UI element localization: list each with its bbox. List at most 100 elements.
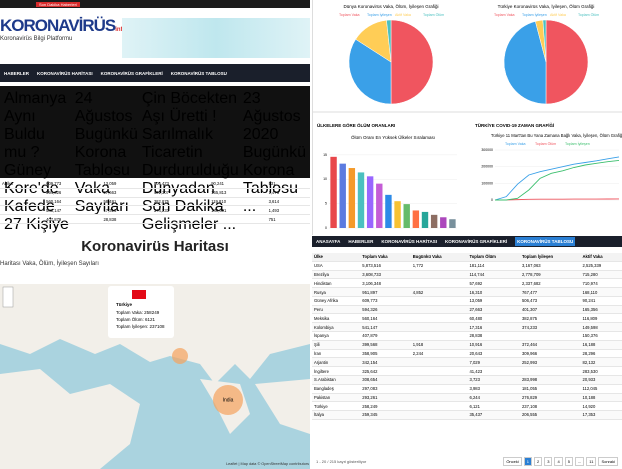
table-cell: İtalya <box>312 410 361 420</box>
legend-item: Aktif Vaka <box>395 13 411 17</box>
table-cell: Brezilya <box>312 270 361 280</box>
mini-table: Afrika 609,773 13,059 506,473 90,241 531 594,3… <box>0 180 310 224</box>
table-cell <box>410 401 468 412</box>
column-header[interactable]: Toplam Vaka <box>360 253 411 262</box>
pie-slice <box>386 19 392 63</box>
table-cell <box>410 331 468 341</box>
table-row: Afrika 609,773 13,059 506,473 90,241 531 <box>0 180 310 189</box>
case-marker[interactable] <box>213 385 243 415</box>
ad-banner[interactable] <box>122 18 310 58</box>
table-cell: 715,280 <box>580 270 622 280</box>
popup <box>108 286 174 338</box>
land <box>255 379 310 434</box>
table-cell: 297,083 <box>360 384 411 394</box>
table-cell: 14,920 <box>580 401 622 412</box>
page-button[interactable]: 1 <box>523 457 532 466</box>
chart-title: Dünya Koronavirüs Vaka, Ölüm, İyileşen G… <box>344 3 439 9</box>
nav-item[interactable]: KORONAVİRÜS GRAFİKLERİ <box>100 70 163 76</box>
table-cell: 150,376 <box>580 331 622 341</box>
table-row: 407,879 28,838 751 <box>0 214 310 224</box>
table-cell: 531 <box>266 180 310 189</box>
page-button[interactable]: 3 <box>544 457 553 466</box>
page-button[interactable]: Önceki <box>503 457 522 466</box>
table-cell: 20,933 <box>580 375 622 385</box>
nav-item[interactable]: KORONAVİRÜS HARİTASI <box>381 239 437 244</box>
table-cell <box>410 322 468 333</box>
table-cell: 57,692 <box>467 278 520 289</box>
news-card[interactable]: Çin Böcekten Aşı Üretti ! Sarılmalık Tic… <box>142 90 239 233</box>
bar <box>440 217 447 228</box>
table-cell <box>410 357 468 368</box>
table-row: S.Arabistan 308,654 3,723 283,998 20,933 <box>312 375 622 385</box>
table-row: Arjantin 342,154 7,029 252,993 82,132 <box>312 357 622 368</box>
charts: Dünya Koronavirüs Vaka, Ölüm, İyileşen G… <box>312 0 622 235</box>
table-cell <box>519 366 581 376</box>
breaking-news[interactable]: Son Dakika Haberleri <box>36 1 80 7</box>
table-cell: 358,905 <box>360 349 411 359</box>
bar <box>339 163 346 228</box>
nav-item[interactable]: KORONAVİRÜS GRAFİKLERİ <box>444 239 508 244</box>
column-header[interactable]: Bugünkü Vaka <box>410 253 468 262</box>
zoom-control[interactable] <box>2 286 14 308</box>
table-cell <box>0 205 45 216</box>
table-cell: Kolombiya <box>312 322 361 333</box>
case-marker[interactable] <box>172 348 188 364</box>
top-bar: Son Dakika Haberleri <box>0 0 310 8</box>
legend-item: Toplam Ölüm <box>423 13 444 17</box>
page-button[interactable]: 11 <box>586 457 597 466</box>
table-cell: 594,326 <box>360 305 411 315</box>
page-button[interactable]: 4 <box>554 457 563 466</box>
logo[interactable]: KORONAVİRÜSinfo.tr Koronavirüs Bilgi Pla… <box>0 16 132 42</box>
table-cell: İspanya <box>312 331 361 341</box>
news-card[interactable]: Almanya Aynı Buldu mu ? Güney Kore'de Ka… <box>4 90 71 235</box>
bar <box>366 176 374 228</box>
table-row: Türkiye 258,249 6,121 237,108 14,920 <box>312 401 622 412</box>
bar <box>357 172 365 228</box>
table-row: Rusya 951,897 4,852 16,310 767,477 168,110 <box>312 287 622 297</box>
table-cell: 20,643 <box>467 349 520 359</box>
table-cell: 28,838 <box>101 214 152 224</box>
column-header[interactable]: Ülke <box>312 253 361 262</box>
table-row: Güney Afrika 609,773 13,059 506,473 90,241 <box>312 296 622 306</box>
nav-item[interactable]: KORONAVİRÜS TABLOSU <box>170 70 227 76</box>
table-cell: 3,614 <box>266 197 310 207</box>
table-cell: 506,473 <box>519 296 581 306</box>
table-cell <box>519 331 581 341</box>
bar <box>430 214 438 228</box>
y-tick-label: 0 <box>325 226 327 230</box>
y-tick-label: 0 <box>491 198 493 202</box>
table-cell: 372,464 <box>519 340 581 350</box>
y-tick-label: 200000 <box>481 165 493 169</box>
page-button[interactable]: 5 <box>564 457 573 466</box>
news-card[interactable]: 24 Ağustos Bugünkü Korona Tablosu Vaka S… <box>75 90 138 215</box>
pagination: Önceki 1 2 3 4 5... 11 Sonraki <box>503 457 618 466</box>
bar <box>449 219 456 228</box>
table-cell: 325,642 <box>360 366 411 376</box>
table-cell: 13,059 <box>467 296 520 306</box>
table-cell: Meksika <box>312 313 361 324</box>
table-cell: 342,154 <box>360 357 411 368</box>
line <box>495 160 620 201</box>
column-header[interactable]: Aktif Vaka <box>580 253 622 262</box>
table-cell: 767,477 <box>519 287 581 297</box>
column-header[interactable]: Toplam İyileşen <box>519 253 581 262</box>
table-cell <box>410 375 468 385</box>
page-button[interactable]: Sonraki <box>598 457 618 466</box>
nav-item[interactable]: KORONAVİRÜS HARİTASI <box>37 70 93 76</box>
nav-item[interactable]: KORONAVİRÜS TABLOSU <box>515 237 576 246</box>
table-cell: 168,110 <box>580 287 622 297</box>
nav-item[interactable]: HABERLER <box>348 239 374 244</box>
table-cell: Arjantin <box>312 357 361 368</box>
page-button[interactable]: ... <box>574 457 585 466</box>
map[interactable]: India Türkiye Toplam Vaka: 258249 Toplam… <box>0 284 310 469</box>
table-cell: 1,493 <box>266 205 310 216</box>
page-button[interactable]: 2 <box>534 457 543 466</box>
column-header[interactable]: Toplam Ölüm <box>467 253 520 262</box>
news-card[interactable]: 23 Ağustos 2020 Bugünkü Korona Tablosu .… <box>243 90 306 215</box>
nav-item[interactable]: ANASAYFA <box>316 239 341 244</box>
nav-item[interactable]: HABERLER <box>4 70 30 76</box>
table-cell <box>410 278 468 289</box>
line <box>494 198 620 201</box>
table-cell <box>0 214 45 224</box>
website: Son Dakika Haberleri KORONAVİRÜSinfo.tr … <box>0 0 310 235</box>
